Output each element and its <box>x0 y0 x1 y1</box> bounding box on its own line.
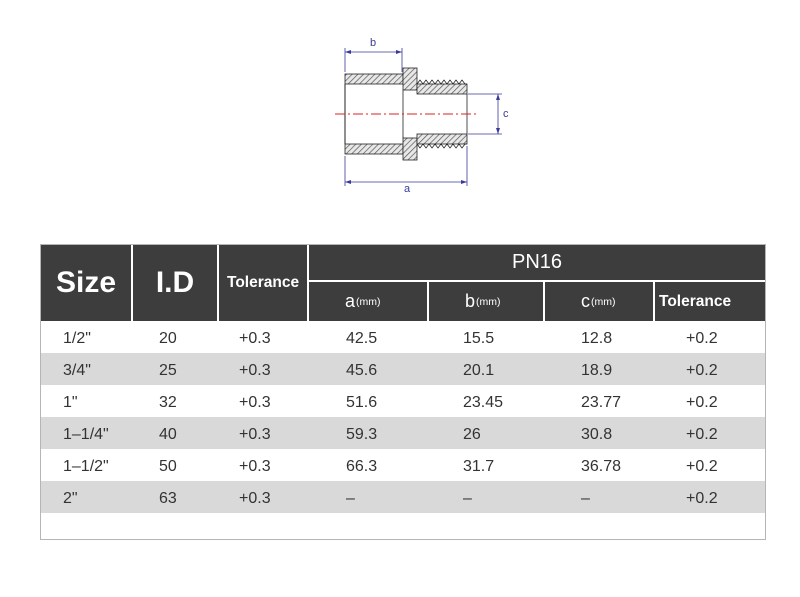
header-b: b (mm) <box>429 282 543 321</box>
dimension-a: a <box>344 146 468 195</box>
header-tolerance: Tolerance <box>219 245 307 321</box>
cell-tolerance-pn16: +0.2 <box>686 330 718 347</box>
cell-id: 40 <box>159 426 177 443</box>
cell-id: 50 <box>159 458 177 475</box>
cell-size: 1/2" <box>63 330 91 347</box>
header-tolerance-pn16: Tolerance <box>655 282 765 321</box>
cell-tolerance: +0.3 <box>239 394 271 411</box>
cell-id: 63 <box>159 490 177 507</box>
cell-b: 26 <box>463 426 481 443</box>
header-c-unit: (mm) <box>591 295 616 308</box>
cell-tolerance: +0.3 <box>239 330 271 347</box>
cell-b: 20.1 <box>463 362 495 379</box>
cell-size: 1–1/4" <box>63 426 109 443</box>
table-row: 3/4" 25 +0.3 45.6 20.1 18.9 +0.2 <box>41 353 765 385</box>
table-row: 1/2" 20 +0.3 42.5 15.5 12.8 +0.2 <box>41 321 765 353</box>
label-b: b <box>370 37 376 49</box>
cell-b: 15.5 <box>463 330 495 347</box>
cell-tolerance-pn16: +0.2 <box>686 458 718 475</box>
header-c: c (mm) <box>545 282 653 321</box>
cell-tolerance-pn16: +0.2 <box>686 394 718 411</box>
table-row: 1–1/4" 40 +0.3 59.3 26 30.8 +0.2 <box>41 417 765 449</box>
cell-tolerance: +0.3 <box>239 426 271 443</box>
cell-tolerance: +0.3 <box>239 458 271 475</box>
header-a: a (mm) <box>309 282 427 321</box>
table-header: Size I.D Tolerance PN16 a (mm) b (mm) c (mm… <box>41 245 765 321</box>
cell-id: 20 <box>159 330 177 347</box>
header-id: I.D <box>133 245 217 321</box>
cell-id: 32 <box>159 394 177 411</box>
cell-b: 31.7 <box>463 458 495 475</box>
header-pn16: PN16 <box>309 245 765 280</box>
label-c: c <box>503 108 509 120</box>
table-row: 1" 32 +0.3 51.6 23.45 23.77 +0.2 <box>41 385 765 417</box>
cell-tolerance: +0.3 <box>239 490 271 507</box>
cell-tolerance-pn16: +0.2 <box>686 490 718 507</box>
header-c-letter: c <box>581 291 590 311</box>
cell-c: 12.8 <box>581 330 613 347</box>
cell-c: 36.78 <box>581 458 622 475</box>
cell-c: 18.9 <box>581 362 613 379</box>
cell-size: 3/4" <box>63 362 91 379</box>
cell-tolerance-pn16: +0.2 <box>686 426 718 443</box>
label-a: a <box>404 183 411 195</box>
header-a-unit: (mm) <box>356 295 381 308</box>
cell-c: 30.8 <box>581 426 613 443</box>
dimension-b: b <box>344 37 403 72</box>
cell-a: – <box>346 490 355 507</box>
cell-tolerance: +0.3 <box>239 362 271 379</box>
cell-size: 1–1/2" <box>63 458 109 475</box>
cell-tolerance-pn16: +0.2 <box>686 362 718 379</box>
header-b-unit: (mm) <box>476 295 501 308</box>
dimension-c: c <box>468 93 509 135</box>
cell-c: 23.77 <box>581 394 622 411</box>
cell-b: – <box>463 490 472 507</box>
header-a-letter: a <box>345 291 356 311</box>
table-row: 1–1/2" 50 +0.3 66.3 31.7 36.78 +0.2 <box>41 449 765 481</box>
fitting-diagram: b c a <box>335 37 509 195</box>
header-size: Size <box>41 245 131 321</box>
cell-c: – <box>581 490 590 507</box>
cell-size: 1" <box>63 394 78 411</box>
table-row: 2" 63 +0.3 – – – +0.2 <box>41 481 765 513</box>
header-b-letter: b <box>465 291 476 311</box>
fitting-body <box>335 67 478 161</box>
cell-a: 45.6 <box>346 362 378 379</box>
cell-a: 66.3 <box>346 458 378 475</box>
cell-size: 2" <box>63 490 78 507</box>
cell-a: 42.5 <box>346 330 378 347</box>
cell-b: 23.45 <box>463 394 504 411</box>
table-row-empty <box>41 513 765 539</box>
cell-a: 59.3 <box>346 426 378 443</box>
cell-id: 25 <box>159 362 177 379</box>
dimension-table: Size I.D Tolerance PN16 a (mm) b (mm) c (mm… <box>40 244 766 540</box>
table-body: 1/2" 20 +0.3 42.5 15.5 12.8 +0.2 3/4" 25… <box>41 321 765 539</box>
cell-a: 51.6 <box>346 394 378 411</box>
